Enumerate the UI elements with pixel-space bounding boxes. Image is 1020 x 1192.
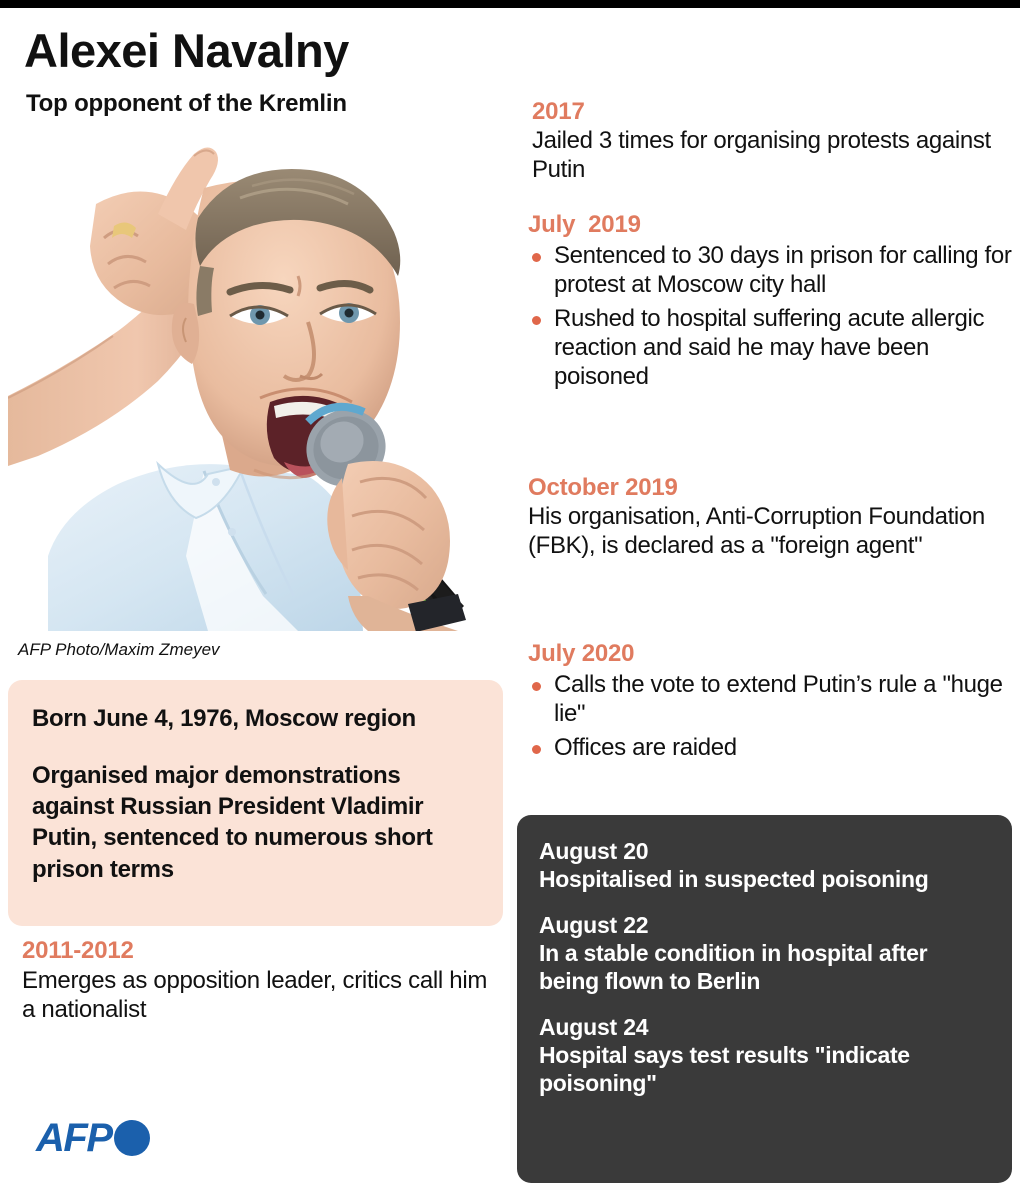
timeline-entry-july-2019: July 2019 Sentenced to 30 days in prison… <box>528 211 1020 392</box>
event-date: August 20 <box>539 838 649 864</box>
bio-description: Organised major demonstrations against R… <box>32 762 433 883</box>
list-item: Offices are raided <box>528 734 1020 763</box>
timeline-entry-2017: 2017 Jailed 3 times for organising prote… <box>532 98 1020 184</box>
timeline-entry-july-2020: July 2020 Calls the vote to extend Putin… <box>528 640 1020 763</box>
event-date: August 24 <box>539 1014 649 1041</box>
bullet-dot-icon <box>532 252 541 262</box>
born-text: Born June 4, 1976, Moscow region <box>32 705 416 732</box>
bullet-text: Rushed to hospital suffering acute aller… <box>554 305 985 390</box>
list-item: Rushed to hospital suffering acute aller… <box>528 305 1020 391</box>
bullet-dot-icon <box>532 316 541 326</box>
left-column: Alexei Navalny Top opponent of the Kreml… <box>0 8 510 1192</box>
timeline-text: His organisation, Anti-Corruption Founda… <box>528 502 985 559</box>
timeline-entry-2011-2012: 2011-2012 Emerges as opposition leader, … <box>22 936 492 1025</box>
biography-box: Born June 4, 1976, Moscow region Organis… <box>8 680 503 926</box>
page-subtitle: Top opponent of the Kremlin <box>26 90 347 117</box>
list-item: Calls the vote to extend Putin’s rule a … <box>528 671 1020 729</box>
dark-item-august-22: August 22 In a stable condition in hospi… <box>539 911 992 995</box>
timeline-entry-october-2019: October 2019 His organisation, Anti-Corr… <box>528 474 1020 560</box>
bullet-text: Offices are raided <box>554 734 737 762</box>
navalny-photo <box>8 126 498 631</box>
timeline-text: Emerges as opposition leader, critics ca… <box>22 967 488 1024</box>
event-date: August 22 <box>539 912 649 939</box>
right-column: 2017 Jailed 3 times for organising prote… <box>510 8 1020 1192</box>
latest-events-box: August 20 Hospitalised in suspected pois… <box>517 815 1012 1183</box>
timeline-date: 2011-2012 <box>22 937 134 964</box>
page-title: Alexei Navalny <box>24 24 349 77</box>
bullet-text: Sentenced to 30 days in prison for calli… <box>554 241 1012 298</box>
event-text: Hospitalised in suspected poisoning <box>539 866 929 893</box>
bullet-dot-icon <box>532 745 541 755</box>
dark-item-august-24: August 24 Hospital says test results "in… <box>539 1013 992 1097</box>
timeline-date: October 2019 <box>528 474 678 501</box>
timeline-bullet-list: Sentenced to 30 days in prison for calli… <box>528 242 1020 392</box>
timeline-date: July 2019 <box>528 211 641 238</box>
event-text: Hospital says test results "indicate poi… <box>539 1042 910 1097</box>
timeline-date: 2017 <box>532 98 585 125</box>
photo-illustration <box>8 126 498 631</box>
list-item: Sentenced to 30 days in prison for calli… <box>528 242 1020 300</box>
timeline-text: Jailed 3 times for organising protests a… <box>532 126 991 183</box>
photo-credit: AFP Photo/Maxim Zmeyev <box>18 640 220 659</box>
timeline-bullet-list: Calls the vote to extend Putin’s rule a … <box>528 671 1020 763</box>
afp-logo-dot-icon <box>113 1120 150 1156</box>
top-black-rule <box>0 0 1020 8</box>
event-text: In a stable condition in hospital after … <box>539 940 928 995</box>
bullet-dot-icon <box>532 681 541 691</box>
dark-item-august-20: August 20 Hospitalised in suspected pois… <box>539 837 992 893</box>
afp-logo: AFP <box>36 1118 150 1158</box>
bullet-text: Calls the vote to extend Putin’s rule a … <box>554 670 1003 727</box>
timeline-date: July 2020 <box>528 640 635 667</box>
afp-logo-text: AFP <box>36 1116 113 1160</box>
